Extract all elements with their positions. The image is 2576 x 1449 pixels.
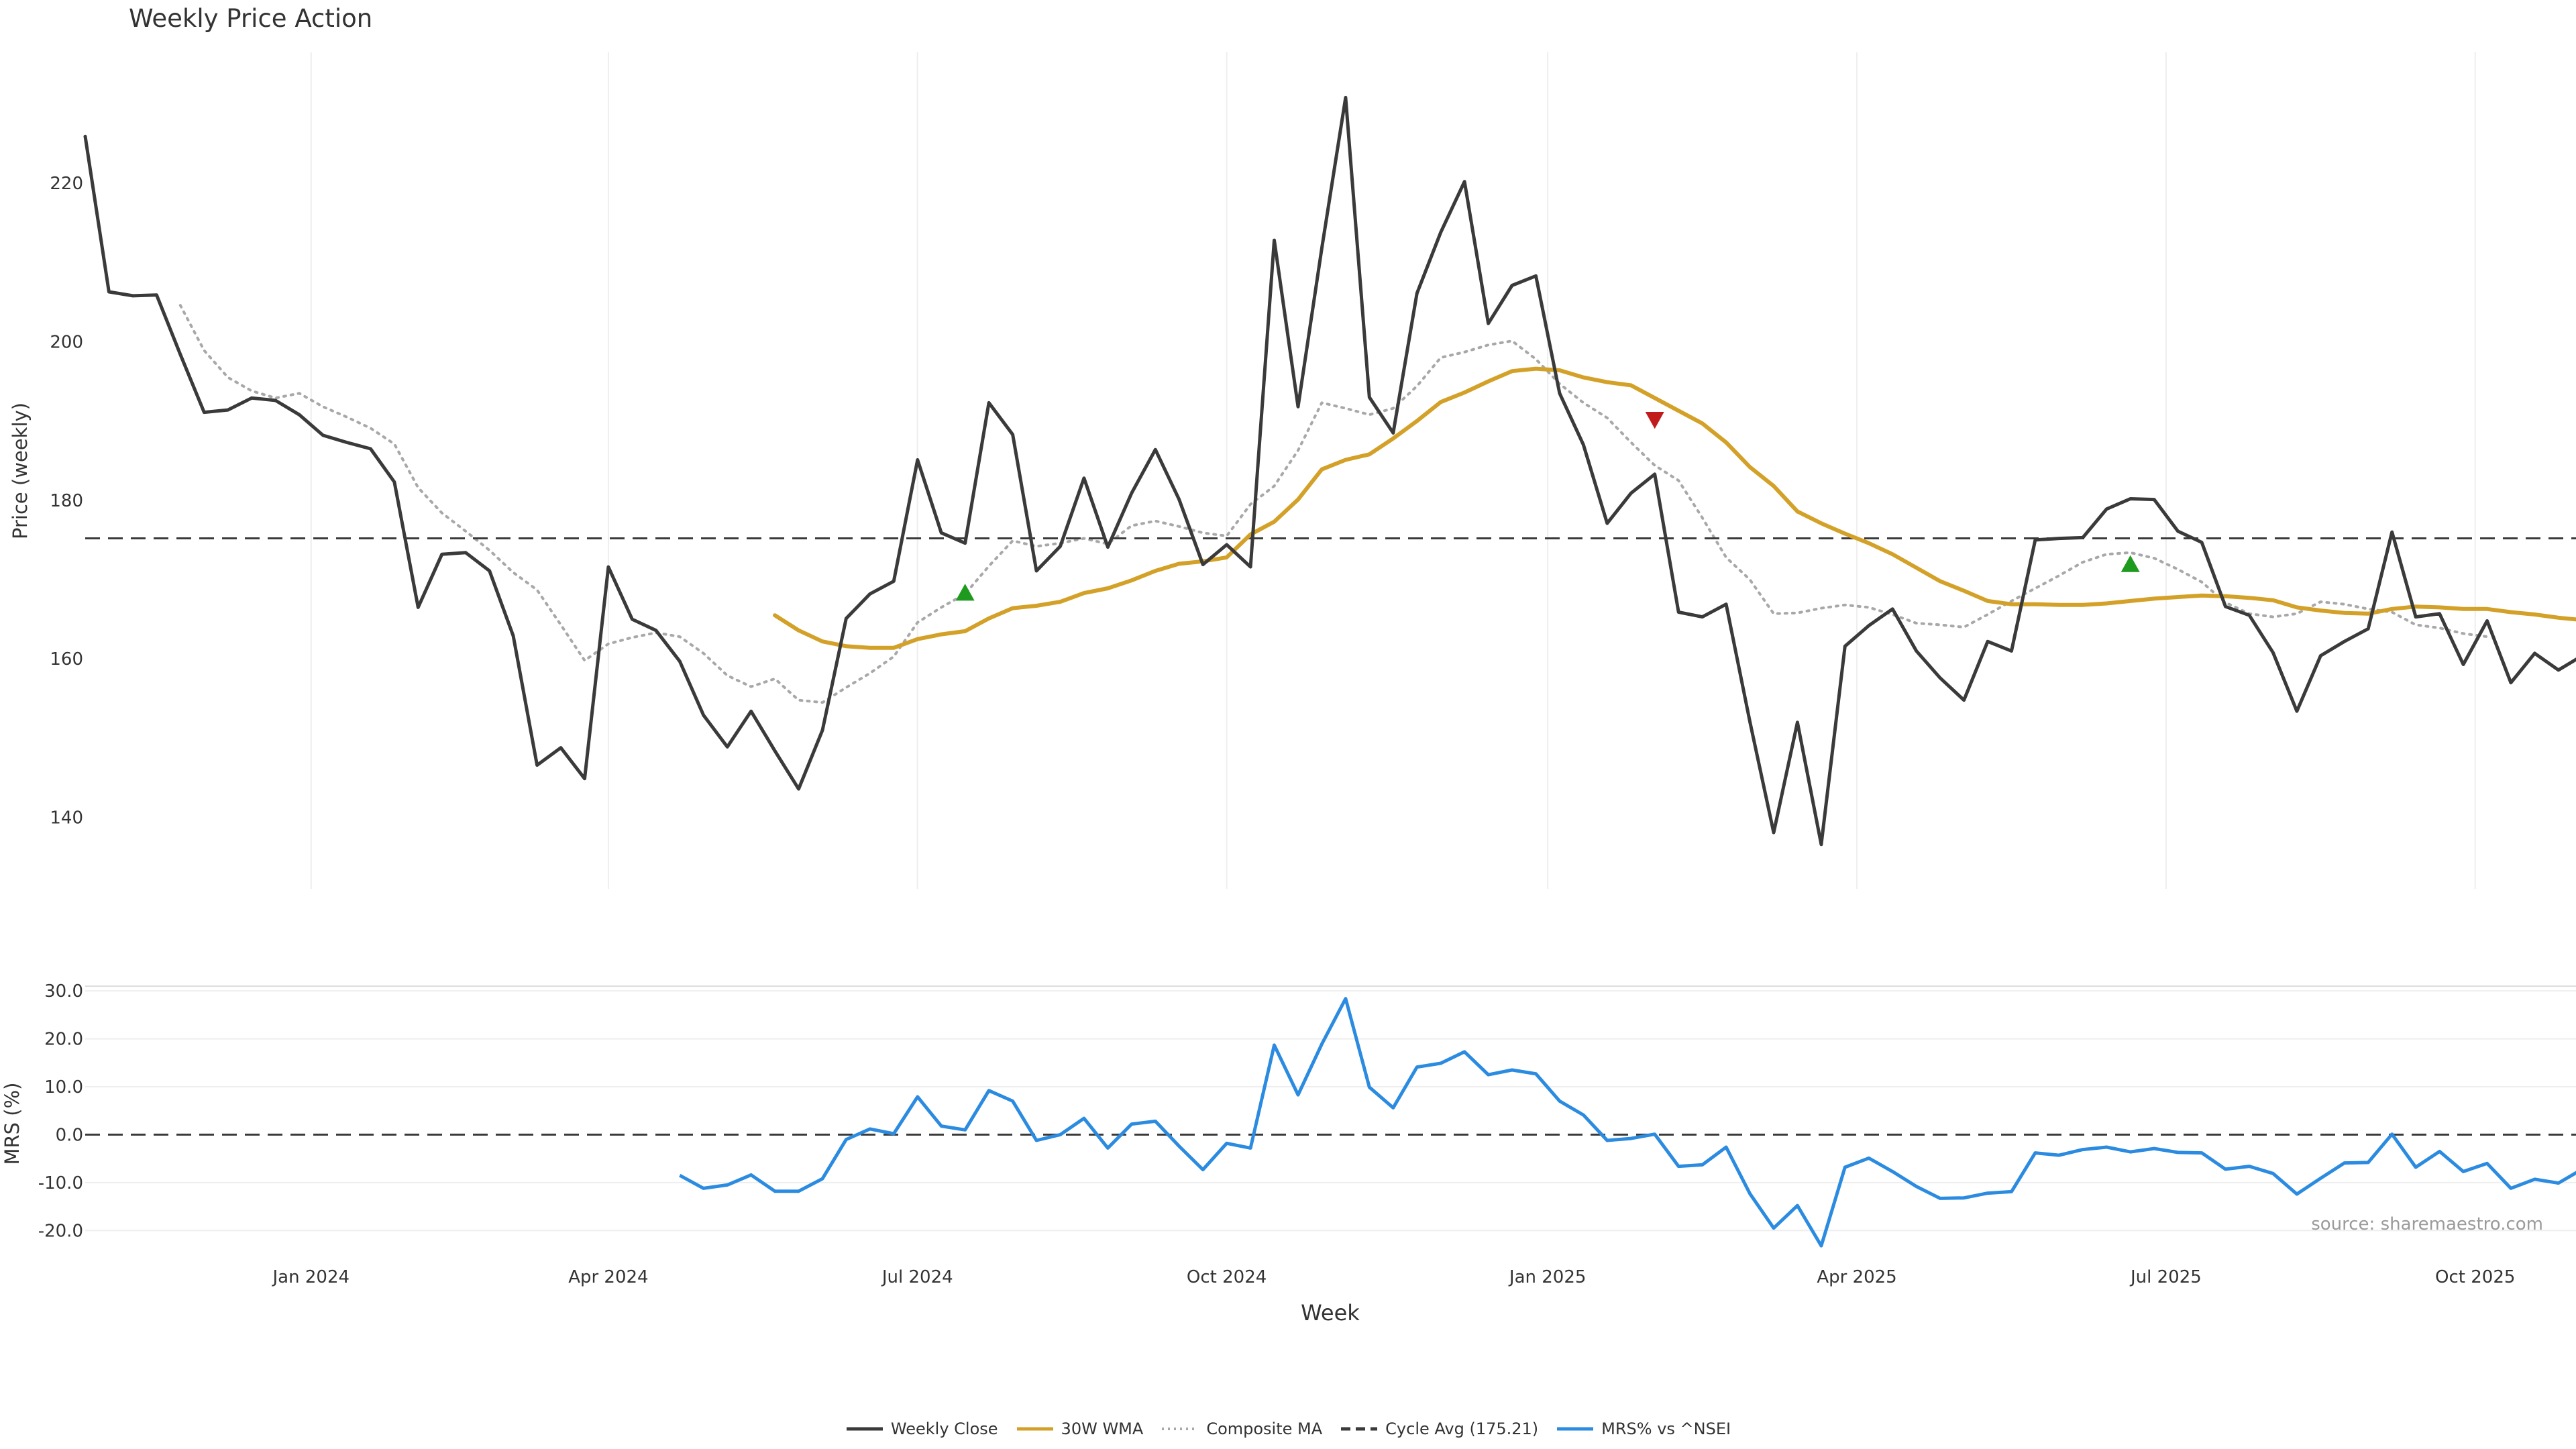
price-y-tick-label: 140 xyxy=(50,808,83,828)
x-tick-label: Oct 2025 xyxy=(2435,1267,2515,1287)
mrs-y-ticks: 30.0 20.0 10.0 0.0 -10.0 -20.0 xyxy=(38,981,83,1241)
legend-label: Composite MA xyxy=(1206,1419,1323,1438)
mrs-axis-label: MRS (%) xyxy=(1,1082,23,1165)
price-y-tick-label: 180 xyxy=(50,491,83,511)
price-series-30w-wma xyxy=(773,366,2576,650)
price-series-weekly-close xyxy=(83,95,2576,847)
price-axis-label: Price (weekly) xyxy=(9,402,32,540)
legend-swatch xyxy=(1162,1428,1199,1430)
x-tick-label: Apr 2025 xyxy=(1817,1267,1896,1287)
legend-swatch xyxy=(846,1427,883,1431)
legend-label: Weekly Close xyxy=(890,1419,998,1438)
buy-signal-marker xyxy=(955,584,975,601)
mrs-y-tick-label: -10.0 xyxy=(38,1173,83,1193)
signal-markers xyxy=(955,412,2140,601)
mrs-y-tick-label: -20.0 xyxy=(38,1221,83,1241)
x-tick-label: Jan 2025 xyxy=(1508,1267,1587,1287)
x-axis-label: Week xyxy=(1301,1300,1360,1326)
legend-item: 30W WMA xyxy=(1016,1419,1144,1438)
price-y-ticks: 140 160 180 200 220 xyxy=(50,174,83,828)
price-y-tick-label: 200 xyxy=(50,332,83,352)
x-tick-label: Jan 2024 xyxy=(272,1267,350,1287)
x-tick-label: Jul 2024 xyxy=(881,1267,953,1287)
mrs-y-tick-label: 30.0 xyxy=(44,981,83,1002)
buy-signal-marker xyxy=(2121,555,2140,572)
price-series-composite-ma xyxy=(178,304,2489,704)
legend-label: 30W WMA xyxy=(1061,1419,1144,1438)
x-tick-label: Apr 2024 xyxy=(568,1267,648,1287)
legend-label: MRS% vs ^NSEI xyxy=(1601,1419,1731,1438)
legend-item: MRS% vs ^NSEI xyxy=(1556,1419,1731,1438)
chart-title: Weekly Price Action xyxy=(129,4,373,33)
x-tick-label: Jul 2025 xyxy=(2129,1267,2202,1287)
legend-item: Cycle Avg (175.21) xyxy=(1340,1419,1538,1438)
legend-label: Cycle Avg (175.21) xyxy=(1385,1419,1539,1438)
mrs-y-tick-label: 20.0 xyxy=(44,1030,83,1050)
mrs-series-line xyxy=(679,997,2576,1248)
series-line xyxy=(83,95,2576,847)
price-y-tick-label: 160 xyxy=(50,649,83,669)
legend-swatch xyxy=(1557,1427,1594,1431)
series-line xyxy=(773,366,2576,650)
legend-item: Weekly Close xyxy=(845,1419,998,1438)
legend-item: Composite MA xyxy=(1161,1419,1322,1438)
chart-legend: Weekly Close 30W WMA Composite MA Cycle Avg… xyxy=(0,1415,2576,1442)
x-axis-ticks: Jan 2024 Apr 2024 Jul 2024 Oct 2024 Jan 2025… xyxy=(272,1267,2516,1287)
mrs-y-tick-label: 0.0 xyxy=(56,1125,83,1145)
x-tick-label: Oct 2024 xyxy=(1187,1267,1267,1287)
mrs-gridlines xyxy=(85,990,2576,1232)
source-credit: source: sharemaestro.com xyxy=(2311,1214,2543,1234)
sell-signal-marker xyxy=(1645,412,1664,429)
price-gridlines xyxy=(310,52,2476,889)
legend-swatch xyxy=(1016,1427,1053,1431)
price-y-tick-label: 220 xyxy=(50,174,83,194)
legend-swatch xyxy=(1341,1427,1378,1431)
series-line xyxy=(679,997,2576,1248)
mrs-y-tick-label: 10.0 xyxy=(44,1077,83,1097)
series-line xyxy=(178,304,2489,704)
